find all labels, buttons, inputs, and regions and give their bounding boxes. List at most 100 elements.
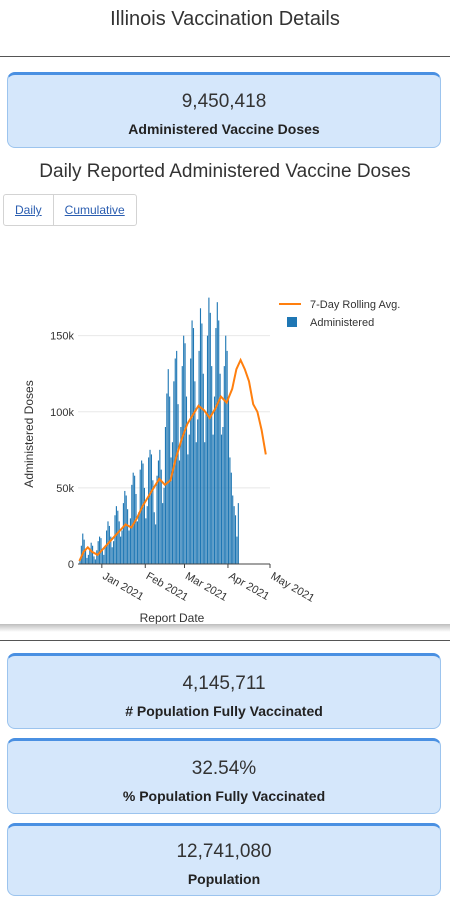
bar: [110, 536, 112, 564]
x-tick-label: Apr 2021: [226, 570, 271, 603]
bar: [208, 297, 210, 564]
bar: [79, 559, 81, 564]
bar: [222, 427, 224, 564]
bar: [108, 525, 110, 564]
x-tick-label: Jan 2021: [100, 570, 145, 603]
bar: [166, 393, 168, 564]
pct-fully-vaccinated-card: 32.54% % Population Fully Vaccinated: [7, 738, 441, 814]
bar: [185, 396, 188, 564]
bar: [138, 512, 140, 564]
bar: [227, 396, 230, 564]
bar: [94, 559, 96, 564]
administered-doses-card: 9,450,418 Administered Vaccine Doses: [7, 72, 441, 148]
x-tick-label: May 2021: [269, 570, 317, 605]
page-title: Illinois Vaccination Details: [110, 8, 340, 30]
legend-bar-swatch: [287, 317, 297, 327]
header-divider: [0, 56, 450, 57]
tab-daily[interactable]: Daily: [15, 203, 42, 217]
bar: [104, 545, 106, 564]
bar: [152, 480, 154, 564]
pct-fully-vaccinated-label: % Population Fully Vaccinated: [122, 788, 326, 804]
bar: [198, 350, 200, 564]
bar: [234, 515, 237, 564]
bar: [156, 475, 158, 564]
bar: [216, 302, 218, 564]
bar: [120, 536, 122, 564]
bar: [223, 366, 225, 564]
bar: [122, 503, 124, 564]
bar: [233, 506, 235, 564]
bar: [195, 442, 197, 564]
bar: [209, 312, 211, 564]
population-card: 12,741,080 Population: [7, 823, 441, 896]
bar: [204, 442, 206, 564]
bar: [143, 487, 145, 564]
bar: [229, 457, 231, 564]
bar: [167, 369, 169, 564]
bar: [187, 454, 189, 564]
bar: [146, 506, 148, 564]
bar: [136, 521, 138, 564]
tab-cumulative[interactable]: Cumulative: [52, 195, 136, 225]
chart-panel-shadow: [0, 624, 450, 632]
bar: [87, 554, 89, 564]
legend-line-label: 7-Day Rolling Avg.: [310, 299, 400, 311]
bar: [164, 427, 167, 564]
bar: [117, 510, 119, 564]
bar: [155, 524, 157, 564]
fully-vaccinated-label: # Population Fully Vaccinated: [125, 703, 323, 719]
bar: [230, 472, 232, 564]
bar: [139, 469, 141, 564]
bar: [135, 493, 137, 564]
bar: [89, 548, 91, 564]
bar: [101, 548, 103, 564]
bar: [173, 381, 175, 564]
bar: [219, 373, 221, 564]
bar: [103, 554, 105, 564]
population-value: 12,741,080: [176, 841, 272, 862]
bar: [237, 503, 239, 564]
bar: [106, 530, 108, 564]
bar: [232, 495, 234, 564]
bar: [132, 472, 134, 564]
bar: [171, 442, 174, 564]
bar: [201, 323, 203, 564]
bar: [211, 366, 213, 564]
x-tick-label: Feb 2021: [144, 570, 190, 604]
bar: [129, 518, 131, 564]
bar: [82, 533, 84, 564]
bar: [134, 475, 136, 564]
bar: [124, 490, 126, 564]
y-tick-label: 0: [68, 559, 74, 571]
bar: [199, 308, 202, 564]
bar: [96, 550, 98, 564]
bar: [162, 503, 164, 564]
bar: [99, 536, 101, 564]
bar: [127, 509, 129, 564]
bar: [111, 547, 113, 564]
fully-vaccinated-card: 4,145,711 # Population Fully Vaccinated: [7, 653, 441, 729]
y-axis-title: Administered Doses: [22, 380, 36, 487]
y-tick-label: 100k: [50, 407, 74, 419]
bar: [85, 550, 87, 564]
bar: [128, 530, 130, 564]
bar: [150, 454, 152, 564]
rolling-avg-line: [78, 357, 267, 562]
bar: [188, 434, 190, 564]
legend-bar-label: Administered: [310, 317, 374, 329]
bar: [160, 469, 162, 564]
bar: [236, 536, 238, 564]
bar: [163, 487, 165, 564]
bar: [142, 463, 144, 564]
administered-doses-value: 9,450,418: [181, 91, 267, 112]
bar: [212, 434, 214, 564]
bar: [218, 320, 220, 564]
bar: [220, 434, 223, 564]
bar: [206, 335, 209, 564]
bar: [145, 518, 147, 564]
bar: [180, 427, 182, 564]
fully-vaccinated-value: 4,145,711: [182, 673, 266, 694]
bar: [170, 457, 172, 564]
bar: [93, 556, 95, 564]
chart-panel: 0 50k 100k 150k Jan 2021 Feb 2021 Mar 2021 Apr …: [0, 230, 450, 628]
